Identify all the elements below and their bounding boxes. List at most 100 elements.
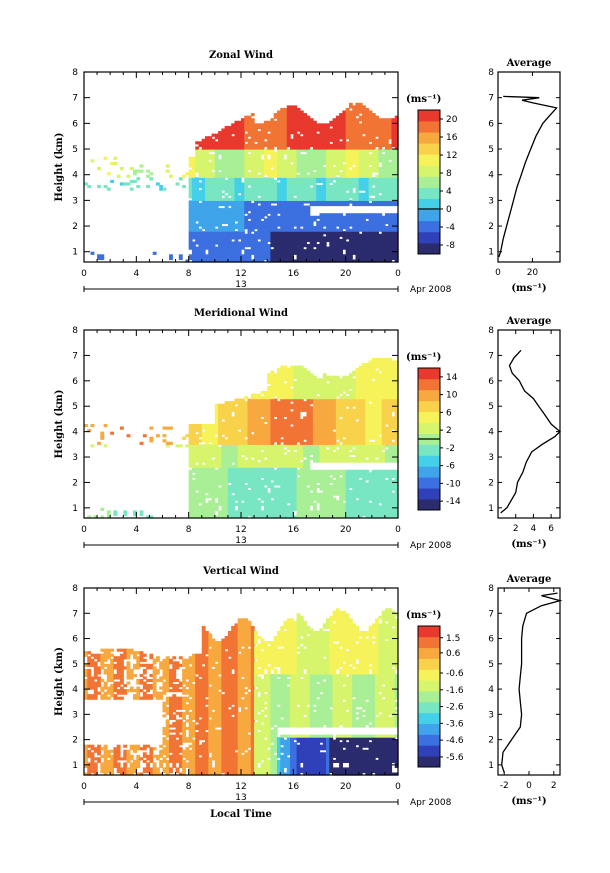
heatmap-cell bbox=[283, 436, 288, 440]
heatmap-cell bbox=[270, 213, 275, 217]
heatmap-cell bbox=[247, 179, 252, 184]
heatmap-cell bbox=[394, 172, 399, 176]
heatmap-cell bbox=[241, 459, 245, 463]
heatmap-cell bbox=[254, 210, 258, 214]
heatmap-cell bbox=[205, 479, 209, 484]
heatmap-cell bbox=[371, 241, 376, 245]
heatmap-cell bbox=[254, 151, 258, 155]
heatmap-cell bbox=[214, 200, 219, 204]
heatmap-cell bbox=[254, 182, 258, 186]
heatmap-cell bbox=[205, 512, 209, 517]
heatmap-cell bbox=[345, 164, 350, 168]
heatmap-cell bbox=[227, 220, 232, 225]
heatmap-cell bbox=[280, 115, 285, 119]
heatmap-cell bbox=[241, 426, 245, 430]
heatmap-cell bbox=[191, 205, 196, 209]
heatmap-cell bbox=[388, 169, 393, 173]
heatmap-cell bbox=[352, 213, 357, 217]
heatmap-cell bbox=[201, 512, 206, 517]
heatmap-cell bbox=[191, 259, 196, 263]
heatmap-cell bbox=[306, 244, 311, 248]
heatmap-cell bbox=[201, 436, 206, 440]
heatmap-cell bbox=[316, 151, 321, 155]
heatmap-cell bbox=[241, 197, 245, 201]
heatmap-cell bbox=[231, 515, 236, 519]
heatmap-cell bbox=[231, 213, 236, 217]
heatmap-cell bbox=[332, 172, 337, 176]
heatmap-cell bbox=[391, 167, 396, 171]
heatmap-cell bbox=[205, 477, 209, 481]
heatmap-cell bbox=[244, 149, 249, 153]
heatmap-cell bbox=[247, 149, 252, 153]
heatmap-cell bbox=[188, 472, 193, 476]
heatmap-cell bbox=[365, 151, 370, 155]
heatmap-cell bbox=[267, 123, 272, 127]
heatmap-cell bbox=[237, 223, 242, 227]
heatmap-cell bbox=[335, 146, 340, 150]
heatmap-cell bbox=[303, 200, 308, 204]
heatmap-cell bbox=[355, 161, 360, 166]
heatmap-cell bbox=[234, 159, 239, 163]
heatmap-cell bbox=[250, 138, 255, 142]
heatmap-cell bbox=[241, 449, 245, 453]
heatmap-cell bbox=[339, 200, 343, 204]
heatmap-cell bbox=[100, 434, 105, 438]
heatmap-cell bbox=[254, 411, 258, 415]
heatmap-cell bbox=[365, 138, 370, 142]
heatmap-cell bbox=[237, 398, 242, 402]
heatmap-cell bbox=[394, 159, 399, 163]
heatmap-cell bbox=[358, 167, 363, 171]
heatmap-cell bbox=[224, 241, 229, 245]
heatmap-cell bbox=[365, 164, 370, 168]
heatmap-cell bbox=[306, 146, 311, 150]
heatmap-cell bbox=[368, 241, 373, 245]
heatmap-cell bbox=[290, 365, 294, 369]
heatmap-cell bbox=[218, 213, 222, 217]
heatmap-cell bbox=[234, 457, 239, 461]
heatmap-cell bbox=[241, 416, 245, 420]
heatmap-cell bbox=[355, 213, 360, 217]
heatmap-cell bbox=[296, 208, 301, 212]
heatmap-cell bbox=[358, 159, 363, 163]
heatmap-cell bbox=[375, 169, 379, 173]
heatmap-cell bbox=[290, 141, 294, 145]
heatmap-cell bbox=[227, 500, 232, 504]
heatmap-cell bbox=[247, 233, 252, 237]
heatmap-cell bbox=[211, 467, 216, 471]
heatmap-cell bbox=[329, 190, 334, 194]
heatmap-cell bbox=[201, 154, 206, 158]
heatmap-cell bbox=[260, 474, 265, 478]
heatmap-cell bbox=[201, 457, 206, 461]
heatmap-cell bbox=[273, 238, 278, 243]
heatmap-cell bbox=[378, 172, 383, 176]
heatmap-cell bbox=[195, 246, 200, 250]
heatmap-cell bbox=[358, 246, 363, 250]
heatmap-cell bbox=[241, 487, 245, 491]
heatmap-cell bbox=[352, 105, 357, 109]
heatmap-cell bbox=[280, 477, 285, 481]
heatmap-cell bbox=[250, 125, 255, 130]
heatmap-cell bbox=[388, 259, 393, 263]
heatmap-cell bbox=[299, 141, 304, 145]
heatmap-cell bbox=[191, 249, 196, 253]
heatmap-cell bbox=[263, 238, 268, 243]
heatmap-cell bbox=[237, 125, 242, 130]
heatmap-cell bbox=[237, 210, 242, 214]
heatmap-cell bbox=[231, 138, 236, 142]
heatmap-cell bbox=[375, 231, 379, 235]
heatmap-cell bbox=[231, 406, 236, 410]
heatmap-cell bbox=[260, 228, 265, 232]
heatmap-cell bbox=[231, 439, 236, 443]
heatmap-cell bbox=[227, 462, 232, 466]
heatmap-cell bbox=[241, 505, 245, 509]
heatmap-cell bbox=[263, 156, 268, 160]
heatmap-cell bbox=[348, 223, 353, 227]
heatmap-cell bbox=[303, 159, 308, 163]
heatmap-cell bbox=[205, 256, 209, 261]
heatmap-cell bbox=[378, 238, 383, 243]
heatmap-cell bbox=[293, 515, 298, 519]
heatmap-cell bbox=[234, 236, 239, 240]
heatmap-cell bbox=[250, 429, 255, 433]
heatmap-cell bbox=[224, 226, 229, 230]
heatmap-cell bbox=[345, 141, 350, 145]
